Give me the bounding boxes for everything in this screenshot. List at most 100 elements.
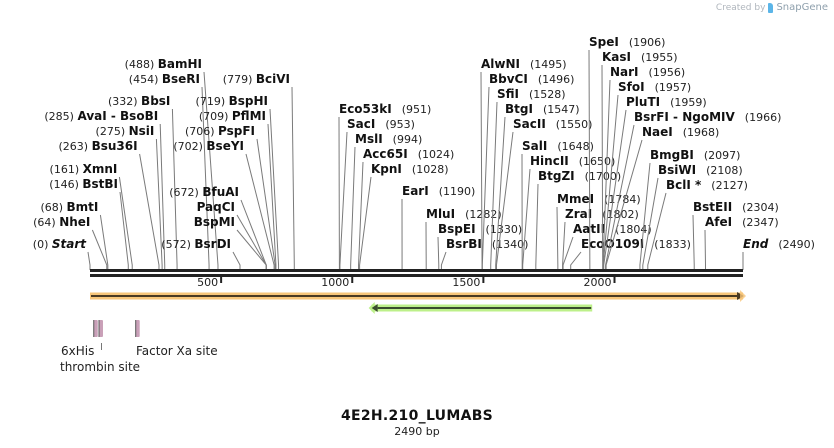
site-pluti[interactable]: PluTI (1959) xyxy=(603,95,707,270)
feature-factor-xa-site[interactable]: Factor Xa site xyxy=(135,320,218,358)
site-sali[interactable]: SalI (1648) xyxy=(521,139,594,270)
site-aatii[interactable]: AatII (1804) xyxy=(562,222,652,270)
svg-text:PluTI(1959): PluTI (1959) xyxy=(626,95,707,109)
site-nhei[interactable]: (64) NheI xyxy=(33,215,108,270)
svg-text:MslI(994): MslI (994) xyxy=(355,132,422,146)
site-saci[interactable]: SacI (953) xyxy=(339,117,415,270)
svg-text:(488) BamHI: (488) BamHI xyxy=(125,57,202,71)
svg-text:(706) PspFI: (706) PspFI xyxy=(185,124,255,138)
site-pspfi[interactable]: (706) PspFI xyxy=(185,124,276,270)
site-acc65i[interactable]: Acc65I (1024) xyxy=(358,147,455,270)
svg-text:NaeI(1968): NaeI (1968) xyxy=(642,125,719,139)
site-bmti[interactable]: (68) BmtI xyxy=(40,200,109,270)
site-bfuai[interactable]: (672) BfuAI xyxy=(169,185,267,270)
svg-text:AatII(1804): AatII (1804) xyxy=(573,222,652,236)
svg-text:(454) BseRI: (454) BseRI xyxy=(129,72,200,86)
site-sfoi[interactable]: SfoI (1957) xyxy=(602,80,691,270)
svg-text:BspEI(1330): BspEI (1330) xyxy=(438,222,522,236)
site-bstbi[interactable]: (146) BstBI xyxy=(49,177,129,270)
site-eari[interactable]: EarI (1190) xyxy=(401,184,475,270)
site-bsrbi[interactable]: BsrBI (1340) xyxy=(440,237,528,270)
site-afei[interactable]: AfeI (2347) xyxy=(704,215,779,270)
site-xmni[interactable]: (161) XmnI xyxy=(50,162,133,270)
svg-text:BspMI: BspMI xyxy=(194,215,235,229)
site-avai-bsobi[interactable]: (285) AvaI - BsoBI xyxy=(44,109,166,270)
svg-text:(64) NheI: (64) NheI xyxy=(33,215,90,229)
svg-text:(0) Start: (0) Start xyxy=(33,237,87,251)
site-bsphi[interactable]: (719) BspHI xyxy=(196,94,280,270)
svg-text:BsiWI(2108): BsiWI (2108) xyxy=(658,163,743,177)
svg-text:SfoI(1957): SfoI (1957) xyxy=(618,80,691,94)
site-nsii[interactable]: (275) NsiI xyxy=(96,124,163,270)
site-bcivi[interactable]: (779) BciVI xyxy=(223,72,295,270)
site-hincii[interactable]: HincII (1650) xyxy=(522,154,616,270)
svg-text:Acc65I(1024): Acc65I (1024) xyxy=(363,147,454,161)
svg-text:(709) PflMI: (709) PflMI xyxy=(199,109,266,123)
svg-text:BmgBI(2097): BmgBI (2097) xyxy=(650,148,740,162)
site-paqci[interactable]: PaqCI xyxy=(197,200,267,270)
sequence-length: 2490 bp xyxy=(394,425,440,438)
site-bsteii[interactable]: BstEII (2304) xyxy=(692,200,779,270)
feature-6xhis[interactable]: 6xHis xyxy=(61,320,98,358)
site-bsrdi[interactable]: (572) BsrDI xyxy=(161,237,241,270)
site-end[interactable]: End (2490) xyxy=(742,237,815,270)
site-bspei[interactable]: BspEI (1330) xyxy=(437,222,522,270)
svg-text:End(2490): End (2490) xyxy=(743,237,815,251)
site-btgzi[interactable]: BtgZI (1700) xyxy=(535,169,621,270)
site-bamhi[interactable]: (488) BamHI xyxy=(125,57,219,270)
svg-text:MmeI(1784): MmeI (1784) xyxy=(557,192,641,206)
svg-text:(68) BmtI: (68) BmtI xyxy=(40,200,98,214)
svg-text:KasI(1955): KasI (1955) xyxy=(602,50,678,64)
svg-text:BsrFI - NgoMIV(1966): BsrFI - NgoMIV (1966) xyxy=(634,110,781,124)
site-naei[interactable]: NaeI (1968) xyxy=(605,125,719,270)
site-bmgbi[interactable]: BmgBI (2097) xyxy=(639,148,741,270)
site-bcli-[interactable]: BclI * (2127) xyxy=(647,178,748,270)
site-nari[interactable]: NarI (1956) xyxy=(602,65,685,270)
svg-text:(332) BbsI: (332) BbsI xyxy=(108,94,170,108)
svg-text:(719) BspHI: (719) BspHI xyxy=(196,94,268,108)
svg-text:Eco53kI(951): Eco53kI (951) xyxy=(339,102,431,116)
site-btgi[interactable]: BtgI (1547) xyxy=(495,102,580,270)
svg-text:BstEII(2304): BstEII (2304) xyxy=(693,200,779,214)
credit-prefix: Created by xyxy=(715,2,766,13)
svg-text:(263) Bsu36I: (263) Bsu36I xyxy=(59,139,138,153)
ruler-tick xyxy=(351,277,354,283)
svg-text:(275) NsiI: (275) NsiI xyxy=(96,124,155,138)
site-kpni[interactable]: KpnI (1028) xyxy=(359,162,449,270)
site-bbsi[interactable]: (332) BbsI xyxy=(108,94,178,270)
site-start[interactable]: (0) Start xyxy=(33,237,91,270)
svg-text:EcoO109I(1833): EcoO109I (1833) xyxy=(581,237,691,251)
svg-text:(146) BstBI: (146) BstBI xyxy=(49,177,118,191)
snapgene-logo-icon xyxy=(768,2,774,13)
ruler-tick xyxy=(482,277,485,283)
site-bsiwi[interactable]: BsiWI (2108) xyxy=(642,163,743,270)
green-feature[interactable] xyxy=(368,302,593,314)
sequence-title-block: 4E2H.210_LUMABS 2490 bp xyxy=(0,408,834,438)
site-pflmi[interactable]: (709) PflMI xyxy=(199,109,277,270)
site-bsrfi-ngomiv[interactable]: BsrFI - NgoMIV (1966) xyxy=(605,110,782,270)
feature-thrombin-site[interactable]: thrombin site xyxy=(60,320,140,374)
sequence-name: 4E2H.210_LUMABS xyxy=(340,408,494,424)
site-bbvci[interactable]: BbvCI (1496) xyxy=(481,72,574,270)
site-bseri[interactable]: (454) BseRI xyxy=(129,72,210,270)
svg-text:(572) BsrDI: (572) BsrDI xyxy=(161,237,231,251)
arrow-left-icon xyxy=(371,304,378,312)
svg-text:MluI(1282): MluI (1282) xyxy=(426,207,502,221)
site-bsu36i[interactable]: (263) Bsu36I xyxy=(59,139,160,270)
site-eco53ki[interactable]: Eco53kI (951) xyxy=(338,102,431,270)
orange-feature[interactable] xyxy=(90,290,746,302)
ruler: 500 1000 1500 2000 xyxy=(90,269,743,289)
site-spei[interactable]: SpeI (1906) xyxy=(588,35,665,270)
restriction-sites: (0) Start (64) NheI(68) BmtI (146) BstBI(1… xyxy=(33,35,815,270)
svg-text:thrombin site: thrombin site xyxy=(60,360,140,374)
site-msli[interactable]: MslI (994) xyxy=(350,132,423,270)
site-ecoo109i[interactable]: EcoO109I (1833) xyxy=(570,237,691,270)
svg-text:EarI(1190): EarI (1190) xyxy=(402,184,475,198)
site-sfii[interactable]: SfiI (1528) xyxy=(490,87,566,270)
svg-text:SfiI(1528): SfiI (1528) xyxy=(497,87,566,101)
svg-text:(779) BciVI: (779) BciVI xyxy=(223,72,290,86)
tag-features: 6xHis thrombin site Factor Xa site xyxy=(60,320,218,374)
site-sacii[interactable]: SacII (1550) xyxy=(495,117,592,270)
site-bseyi[interactable]: (702) BseYI xyxy=(173,139,275,270)
